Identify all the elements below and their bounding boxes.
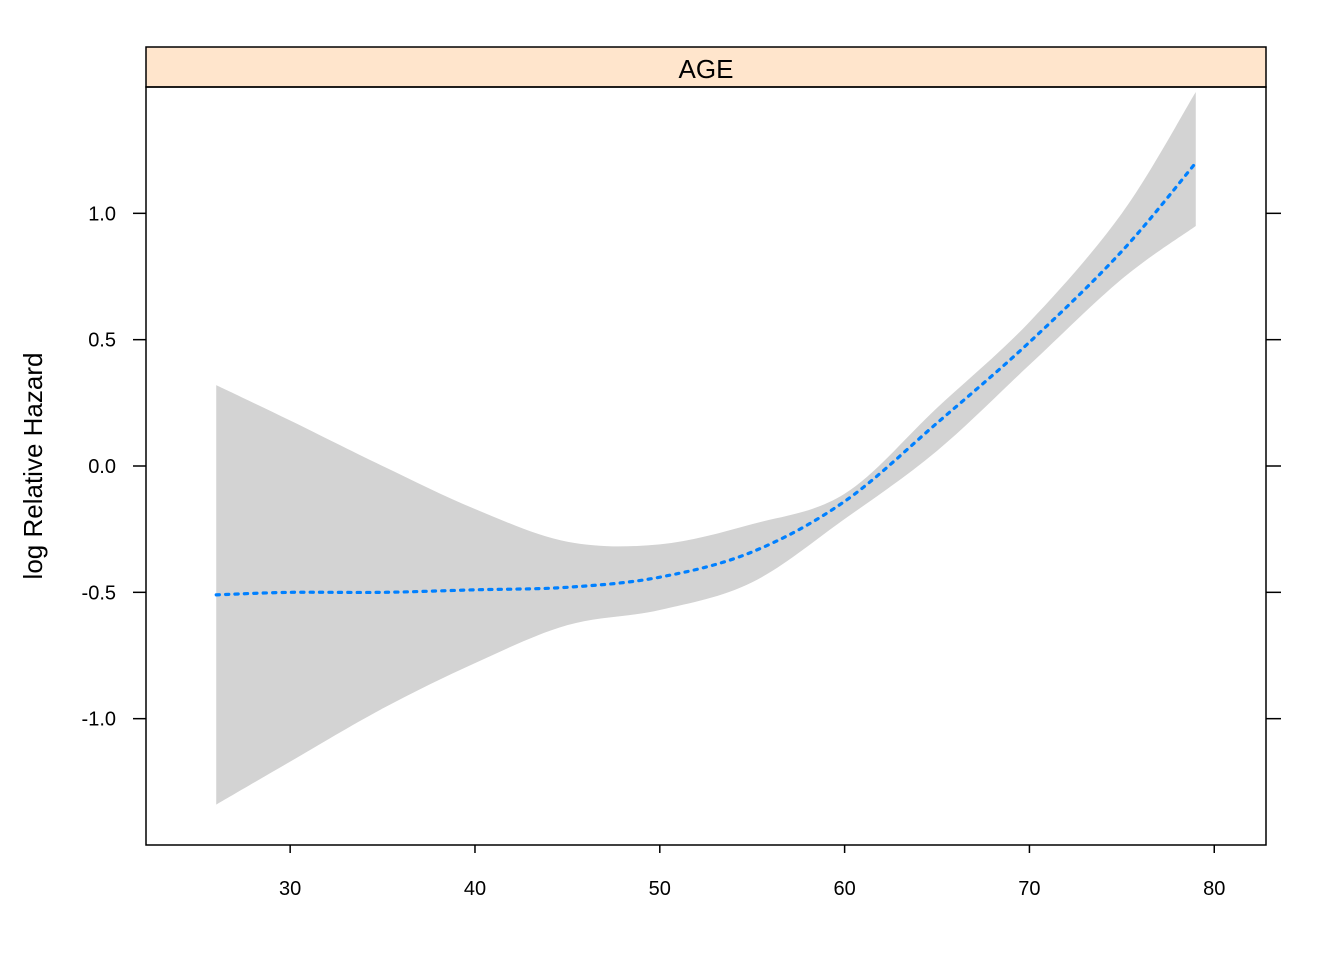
x-tick-label: 50 — [649, 878, 671, 900]
panel-title: AGE — [679, 54, 734, 84]
y-tick-label: 0.5 — [88, 330, 116, 352]
series-line — [214, 161, 1198, 597]
y-tick-label: 0.0 — [88, 456, 116, 478]
x-tick-label: 40 — [464, 878, 486, 900]
plot-area — [214, 92, 1198, 805]
panel-strip: AGE — [145, 46, 1267, 88]
axes: 30 40 50 60 70 80 -1.0 -0.5 0.0 0.5 1.0 — [82, 203, 1281, 900]
x-tick-label: 60 — [833, 878, 855, 900]
x-tick-label: 70 — [1018, 878, 1040, 900]
x-tick-label: 80 — [1203, 878, 1225, 900]
y-tick-label: 1.0 — [88, 203, 116, 225]
y-axis-label: log Relative Hazard — [18, 353, 48, 580]
x-tick-label: 30 — [279, 878, 301, 900]
confidence-band — [216, 92, 1196, 805]
y-tick-label: -1.0 — [82, 709, 116, 731]
y-tick-label: -0.5 — [82, 582, 116, 604]
panel-strip-background — [145, 46, 1267, 88]
